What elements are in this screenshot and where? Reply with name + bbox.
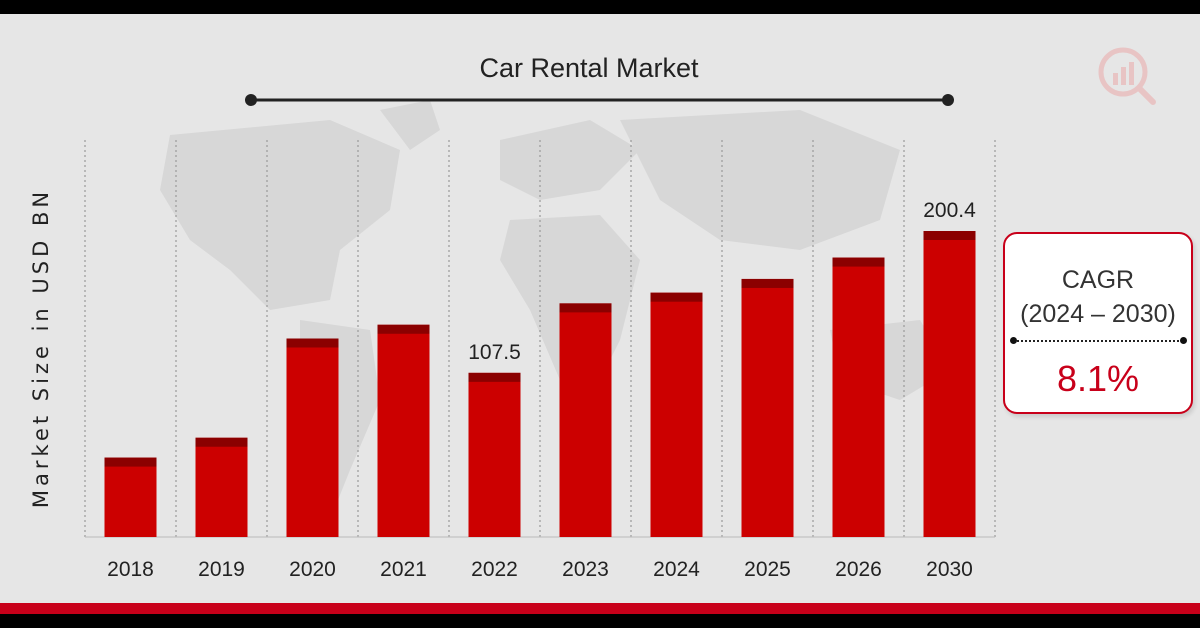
bar-body: [559, 303, 612, 537]
bar-body: [104, 457, 157, 537]
bar-body: [286, 338, 339, 537]
bar-2019: [195, 437, 248, 537]
bar-2030: [923, 231, 976, 537]
x-tick-label: 2030: [926, 558, 973, 581]
bar-cap: [832, 257, 885, 267]
market-research-logo-icon: [1098, 47, 1156, 105]
chart-title: Car Rental Market: [479, 53, 699, 83]
bar-cap: [923, 231, 976, 241]
x-tick-label: 2018: [107, 558, 154, 581]
bar-2023: [559, 303, 612, 537]
cagr-period: (2024 – 2030): [1020, 300, 1176, 328]
bar-body: [741, 278, 794, 537]
cagr-divider-dot-right: [1180, 337, 1187, 344]
data-label: 107.5: [468, 341, 521, 364]
x-tick-label: 2019: [198, 558, 245, 581]
x-tick-label: 2024: [653, 558, 700, 581]
bar-body: [377, 324, 430, 537]
bar-body: [468, 372, 521, 537]
bar-body: [195, 437, 248, 537]
bar-2024: [650, 292, 703, 537]
bar-cap: [559, 303, 612, 313]
bar-cap: [195, 437, 248, 447]
bar-body: [923, 231, 976, 537]
bottom-accent-band: [0, 603, 1200, 614]
bar-2018: [104, 457, 157, 537]
x-tick-label: 2021: [380, 558, 427, 581]
bar-2026: [832, 257, 885, 537]
bar-2021: [377, 324, 430, 537]
top-frame-band: [0, 0, 1200, 14]
bar-2020: [286, 338, 339, 537]
cagr-title: CAGR: [1061, 266, 1135, 294]
x-tick-label: 2026: [835, 558, 882, 581]
bar-cap: [741, 278, 794, 288]
cagr-divider: [1013, 340, 1183, 342]
bar-body: [650, 292, 703, 537]
data-label: 200.4: [923, 199, 976, 222]
bar-cap: [104, 457, 157, 467]
bar-body: [832, 257, 885, 537]
cagr-value: 8.1%: [1056, 358, 1140, 399]
bar-cap: [286, 338, 339, 348]
x-tick-label: 2023: [562, 558, 609, 581]
cagr-divider-dot-left: [1010, 337, 1017, 344]
x-tick-label: 2022: [471, 558, 518, 581]
cagr-callout: CAGR (2024 – 2030) 8.1%: [1003, 232, 1193, 414]
bottom-frame-band: [0, 614, 1200, 628]
y-axis-label: Market Size in USD BN: [29, 188, 53, 508]
x-tick-label: 2025: [744, 558, 791, 581]
bar-cap: [650, 292, 703, 302]
bar-2025: [741, 278, 794, 537]
x-tick-label: 2020: [289, 558, 336, 581]
bar-2022: [468, 372, 521, 537]
bar-cap: [468, 372, 521, 382]
title-underline: [245, 94, 954, 106]
bar-cap: [377, 324, 430, 334]
